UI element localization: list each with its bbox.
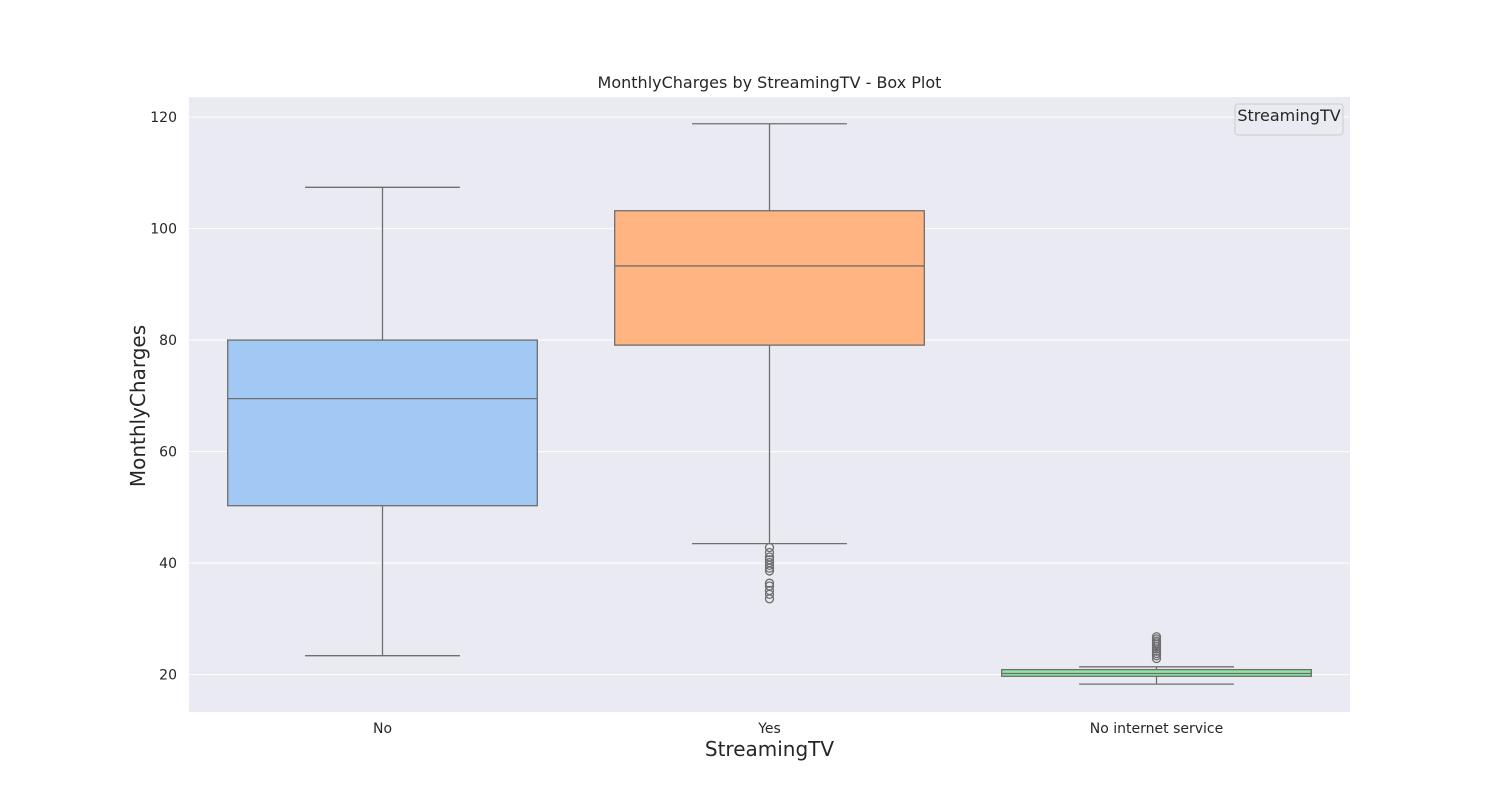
x-tick-label: No internet service (1090, 721, 1223, 737)
outlier-point (764, 552, 775, 562)
outlier-point (764, 557, 775, 568)
chart-title: MonthlyCharges by StreamingTV - Box Plot (598, 73, 942, 92)
boxes (227, 123, 1312, 685)
outlier-point (764, 581, 775, 591)
legend: StreamingTV (1234, 103, 1344, 136)
x-tick-label: No (373, 721, 392, 737)
y-tick-label: 80 (159, 333, 177, 349)
outlier-point (764, 547, 775, 558)
box-body (614, 210, 925, 346)
y-tick-label: 100 (150, 222, 177, 238)
outlier-point (764, 585, 775, 596)
outlier-point (764, 578, 775, 588)
y-tick-label: 60 (159, 445, 177, 461)
outlier-point (764, 555, 775, 565)
x-axis-label: StreamingTV (705, 737, 835, 761)
box-1 (614, 123, 925, 604)
x-tick-label: Yes (757, 721, 781, 737)
box-2 (1001, 632, 1312, 685)
y-axis-label: MonthlyCharges (126, 325, 150, 487)
outlier-point (1151, 632, 1162, 642)
legend-title: StreamingTV (1237, 106, 1340, 125)
box-body (227, 339, 538, 507)
outlier-point (1151, 653, 1162, 664)
legend-frame (1234, 103, 1344, 136)
box-0 (227, 186, 538, 657)
y-tick-labels: 20 40 60 80 100 120 (150, 110, 177, 684)
y-tick-label: 40 (159, 556, 177, 572)
y-tick-label: 20 (159, 668, 177, 684)
outlier-point (764, 542, 775, 553)
y-tick-label: 120 (150, 110, 177, 126)
x-tick-labels: No Yes No internet service (373, 721, 1223, 737)
